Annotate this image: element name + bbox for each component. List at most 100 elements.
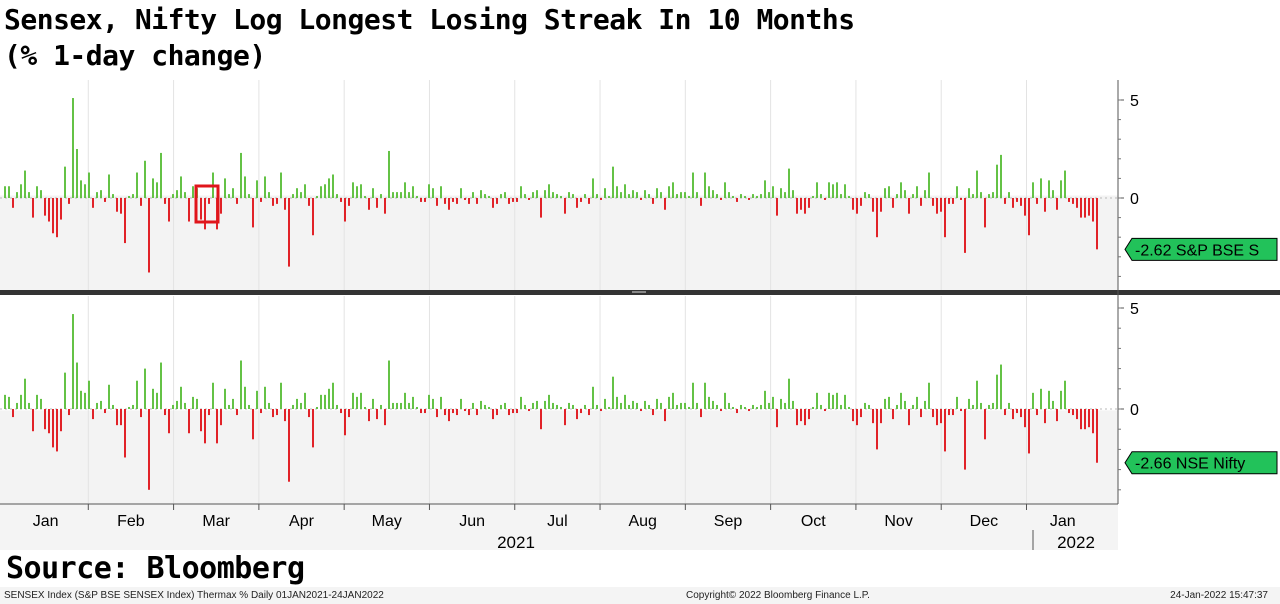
- bar: [764, 390, 766, 409]
- bar: [840, 404, 842, 409]
- bar: [500, 404, 502, 409]
- bar: [412, 396, 414, 409]
- bar: [804, 198, 806, 214]
- bar: [56, 198, 58, 238]
- bar: [564, 198, 566, 214]
- bar: [644, 400, 646, 409]
- bar: [356, 396, 358, 409]
- bar: [836, 182, 838, 198]
- bar: [324, 394, 326, 409]
- bar: [484, 404, 486, 409]
- bar: [656, 188, 658, 198]
- bar: [100, 190, 102, 198]
- bar: [612, 376, 614, 409]
- bar: [792, 190, 794, 198]
- bar: [756, 196, 758, 198]
- bar: [352, 392, 354, 409]
- bar: [960, 198, 962, 200]
- bar: [84, 392, 86, 409]
- bar: [808, 198, 810, 208]
- highlight-box: [194, 184, 220, 224]
- bar: [452, 409, 454, 414]
- bar: [1000, 364, 1002, 409]
- x-tick-label: Feb: [117, 513, 145, 530]
- bar: [444, 198, 446, 204]
- bar: [272, 409, 274, 418]
- footer-copyright: Copyright© 2022 Bloomberg Finance L.P.: [686, 590, 870, 601]
- bar: [616, 396, 618, 409]
- bar: [532, 402, 534, 409]
- bar: [1024, 409, 1026, 428]
- bar: [576, 198, 578, 208]
- bar: [456, 409, 458, 416]
- bar: [728, 192, 730, 198]
- bar: [732, 406, 734, 409]
- bar: [1080, 198, 1082, 218]
- bar: [1028, 198, 1030, 236]
- bar: [836, 392, 838, 409]
- bar: [420, 198, 422, 202]
- bar: [92, 409, 94, 420]
- bar: [220, 198, 222, 214]
- bar: [1016, 198, 1018, 202]
- bar: [640, 409, 642, 412]
- bar: [8, 396, 10, 409]
- bar: [72, 314, 74, 409]
- bar: [780, 188, 782, 198]
- bar: [972, 194, 974, 198]
- bar: [20, 184, 22, 198]
- bar: [972, 404, 974, 409]
- bar: [616, 186, 618, 198]
- bar: [504, 402, 506, 409]
- bar: [480, 190, 482, 198]
- bar: [1060, 180, 1062, 198]
- x-tick-label: Dec: [970, 513, 998, 530]
- bar: [476, 409, 478, 416]
- bar: [604, 188, 606, 198]
- bar: [564, 409, 566, 426]
- bar: [1084, 198, 1086, 218]
- bar: [764, 180, 766, 198]
- bar: [488, 196, 490, 198]
- bar: [1080, 409, 1082, 430]
- bar: [128, 196, 130, 198]
- bar: [364, 196, 366, 198]
- bar: [124, 198, 126, 244]
- bar: [752, 404, 754, 409]
- bar: [832, 184, 834, 198]
- bar: [12, 409, 14, 418]
- bar: [428, 394, 430, 409]
- panel-shade-1: [0, 195, 1118, 290]
- bar: [716, 404, 718, 409]
- bar: [544, 190, 546, 198]
- bar: [1008, 402, 1010, 409]
- bar: [600, 198, 602, 200]
- bar: [308, 409, 310, 418]
- bar: [916, 396, 918, 409]
- bar: [1008, 192, 1010, 198]
- bar: [628, 194, 630, 198]
- bar: [320, 186, 322, 198]
- bar: [940, 409, 942, 424]
- bar: [196, 398, 198, 409]
- bar: [444, 409, 446, 416]
- bar: [588, 198, 590, 204]
- bar: [904, 400, 906, 409]
- bar: [560, 196, 562, 198]
- bar: [380, 404, 382, 409]
- bar: [200, 409, 202, 432]
- bar: [1020, 409, 1022, 418]
- bar: [884, 398, 886, 409]
- bar: [952, 198, 954, 204]
- bar: [752, 194, 754, 198]
- footer-left-text: SENSEX Index (S&P BSE SENSEX Index) Ther…: [4, 590, 384, 601]
- bar: [276, 409, 278, 416]
- bar: [468, 198, 470, 204]
- bar: [504, 192, 506, 198]
- bar: [356, 186, 358, 198]
- bar: [200, 198, 202, 220]
- bar: [208, 198, 210, 204]
- bar: [776, 198, 778, 216]
- bar: [700, 198, 702, 206]
- bar: [40, 190, 42, 198]
